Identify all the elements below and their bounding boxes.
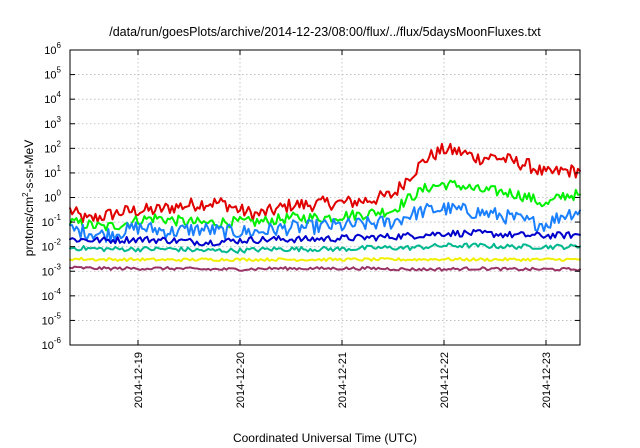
y-tick-label: 10-2: [42, 238, 62, 254]
grid: [70, 50, 580, 345]
y-tick-label: 105: [44, 66, 61, 82]
x-tick-label: 2014-12-21: [337, 352, 349, 408]
series-group: [69, 142, 581, 272]
y-tick-label: 101: [44, 164, 61, 180]
x-axis-label: Coordinated Universal Time (UTC): [233, 431, 417, 445]
y-tick-label: 100: [44, 189, 61, 205]
y-tick-label: 10-1: [42, 213, 62, 229]
y-tick-exponent: -4: [54, 287, 62, 296]
series-line: [69, 265, 581, 272]
x-tick-label: 2014-12-22: [439, 352, 451, 408]
y-tick-base: 10: [44, 193, 56, 205]
y-tick-exponent: 0: [57, 189, 62, 198]
y-tick-exponent: 2: [57, 139, 62, 148]
y-tick-base: 10: [42, 340, 54, 352]
y-tick-label: 10-3: [42, 262, 62, 278]
y-tick-base: 10: [44, 45, 56, 57]
y-tick-label: 10-6: [42, 336, 62, 352]
y-tick-exponent: 5: [57, 66, 62, 75]
series-line: [69, 142, 581, 224]
y-axis-label-suffix: -s-sr-MeV: [22, 140, 36, 193]
y-tick-base: 10: [42, 242, 54, 254]
y-tick-label: 103: [44, 115, 61, 131]
y-tick-exponent: -2: [54, 238, 62, 247]
y-tick-exponent: -6: [54, 336, 62, 345]
y-tick-base: 10: [44, 94, 56, 106]
y-tick-base: 10: [44, 70, 56, 82]
chart-title: /data/run/goesPlots/archive/2014-12-23/0…: [109, 25, 541, 39]
y-tick-exponent: -5: [54, 311, 62, 320]
y-axis-label: protons/cm2-s-sr-MeV: [21, 140, 36, 256]
y-tick-base: 10: [42, 217, 54, 229]
series-line: [69, 201, 581, 243]
y-tick-label: 102: [44, 139, 61, 155]
y-tick-base: 10: [42, 266, 54, 278]
x-tick-label: 2014-12-23: [541, 352, 553, 408]
y-tick-base: 10: [42, 315, 54, 327]
y-axis-label-text: protons/cm: [22, 197, 36, 256]
axis-ticks: 10-610-510-410-310-210-11001011021031041…: [42, 41, 580, 408]
y-tick-exponent: 3: [57, 115, 62, 124]
y-tick-base: 10: [44, 143, 56, 155]
y-tick-exponent: -1: [54, 213, 62, 222]
series-line: [69, 256, 581, 263]
y-tick-label: 104: [44, 90, 61, 106]
y-tick-label: 10-4: [42, 287, 62, 303]
y-tick-label: 106: [44, 41, 61, 57]
y-tick-base: 10: [44, 168, 56, 180]
series-line: [69, 179, 581, 232]
y-tick-base: 10: [44, 119, 56, 131]
y-tick-label: 10-5: [42, 311, 62, 327]
series-line: [69, 242, 581, 254]
x-tick-label: 2014-12-20: [235, 352, 247, 408]
y-tick-exponent: 4: [57, 90, 62, 99]
y-tick-exponent: -3: [54, 262, 62, 271]
y-tick-exponent: 1: [57, 164, 62, 173]
series-line: [69, 228, 581, 247]
y-axis-label-superscript: 2: [21, 192, 30, 197]
y-tick-base: 10: [42, 291, 54, 303]
plot-frame: [69, 49, 581, 346]
y-tick-exponent: 6: [57, 41, 62, 50]
x-tick-label: 2014-12-19: [133, 352, 145, 408]
